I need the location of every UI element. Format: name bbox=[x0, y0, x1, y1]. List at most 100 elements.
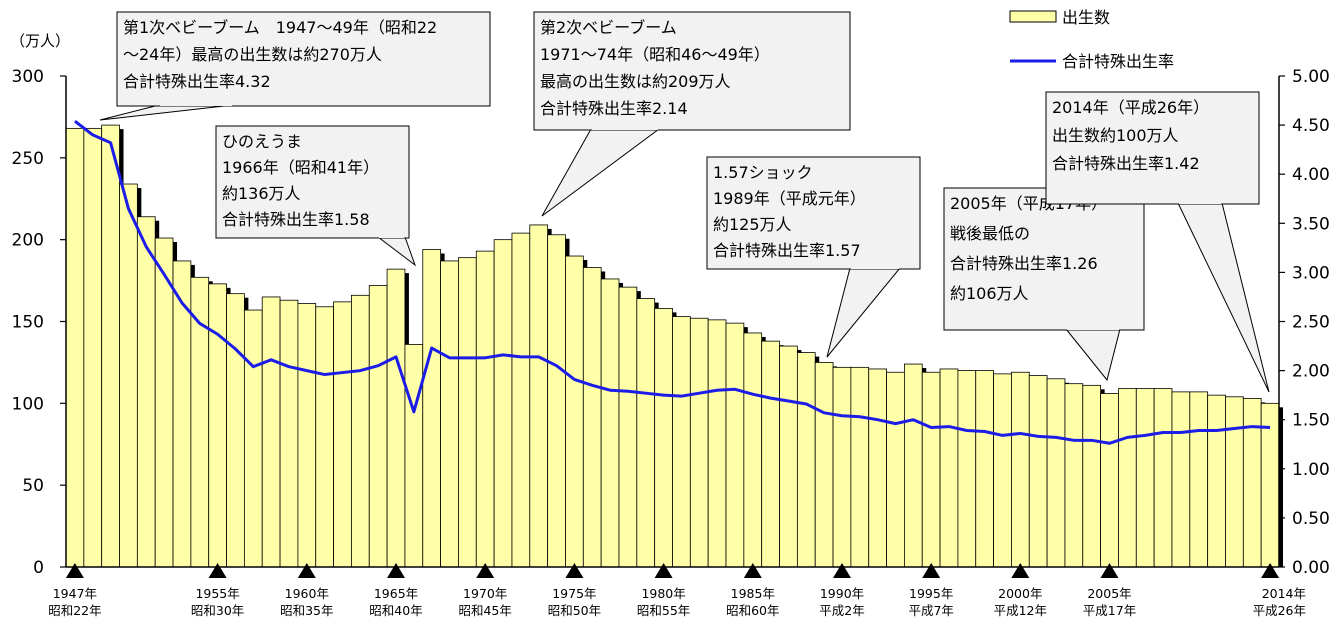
callout-text-line: ひのえうま bbox=[222, 132, 302, 151]
birth-bar-1995 bbox=[921, 371, 941, 568]
birth-bar-1993 bbox=[886, 371, 905, 568]
right-axis-tick-label: 3.50 bbox=[1292, 214, 1330, 234]
x-tick-marker bbox=[743, 563, 762, 578]
callout-pointer bbox=[826, 267, 902, 358]
right-axis-tick-label: 4.50 bbox=[1292, 116, 1330, 136]
right-axis-tick-label: 0.00 bbox=[1292, 558, 1330, 578]
x-tick-marker bbox=[833, 563, 851, 578]
birth-bar-2001 bbox=[1028, 375, 1048, 568]
x-tick-label-year: 1947年 bbox=[53, 586, 97, 601]
birth-bar-1997 bbox=[957, 370, 977, 568]
birth-bar-1979 bbox=[636, 298, 656, 568]
x-tick-label-year: 2014年 bbox=[1262, 586, 1306, 601]
callout-text-line: 1989年（平成元年） bbox=[713, 189, 866, 208]
birth-bar-1986 bbox=[761, 340, 780, 568]
birth-bar-1961 bbox=[315, 306, 334, 568]
fertility-line-layer bbox=[74, 119, 1271, 445]
right-axis-tick-label: 2.00 bbox=[1292, 362, 1330, 382]
x-tick-label-era: 平成7年 bbox=[908, 603, 953, 618]
callout-baby-boom-1: 第1次ベビーブーム 1947～49年（昭和22 ～24年）最高の出生数は約270万… bbox=[99, 11, 491, 121]
axes-layer: 0 50 100 150 200 250 300 0.00 0.50 1.00 1.50 2.00 2.… bbox=[12, 67, 1330, 578]
legend-bar-label: 出生数 bbox=[1062, 8, 1110, 27]
birth-bar-1998 bbox=[975, 370, 994, 568]
birth-bar-1957 bbox=[243, 309, 263, 568]
birth-bar-1978 bbox=[618, 286, 638, 568]
birth-bar-1965 bbox=[386, 268, 406, 568]
x-tick-label-era: 平成12年 bbox=[994, 603, 1047, 618]
callout-text-line: 戦後最低の bbox=[950, 224, 1030, 243]
birth-bar-1968 bbox=[440, 260, 459, 568]
callout-text-line: 第2次ベビーブーム bbox=[540, 18, 677, 37]
callout-text-line: 第1次ベビーブーム 1947～49年（昭和22 bbox=[123, 18, 437, 37]
birth-bar-2008 bbox=[1153, 388, 1173, 568]
birth-bar-1976 bbox=[582, 267, 602, 568]
x-tick-label-year: 2005年 bbox=[1087, 586, 1131, 601]
x-tick-label-year: 2000年 bbox=[998, 586, 1042, 601]
birth-bar-2009 bbox=[1171, 391, 1191, 568]
callout-box bbox=[215, 125, 410, 239]
left-axis-tick-label: 150 bbox=[12, 313, 44, 333]
legend: 出生数 合計特殊出生率 bbox=[1009, 8, 1174, 71]
bars-layer bbox=[65, 124, 1283, 568]
left-axis-tick-label: 50 bbox=[22, 476, 44, 496]
birth-bar-1962 bbox=[333, 301, 352, 568]
birth-bar-1983 bbox=[707, 319, 727, 568]
birth-bar-1966 bbox=[404, 344, 424, 568]
birth-bar-1989 bbox=[814, 362, 834, 568]
callout-text-line: 合計特殊出生率1.42 bbox=[1052, 154, 1200, 173]
callout-pointer bbox=[541, 128, 661, 217]
birth-bar-1952 bbox=[154, 237, 174, 568]
left-axis-tick-label: 250 bbox=[12, 149, 44, 169]
x-tick-marker bbox=[297, 563, 316, 578]
callout-text-line: 合計特殊出生率4.32 bbox=[123, 72, 271, 91]
x-tick-marker bbox=[1011, 563, 1030, 578]
right-axis-tick-label: 0.50 bbox=[1292, 509, 1330, 529]
x-tick-marker bbox=[565, 563, 584, 578]
callout-text-line: 2014年（平成26年） bbox=[1052, 98, 1209, 117]
birth-bar-1958 bbox=[261, 296, 281, 568]
birth-bar-2006 bbox=[1118, 388, 1137, 568]
left-axis-tick-label: 0 bbox=[33, 558, 44, 578]
right-axis-tick-label: 1.00 bbox=[1292, 460, 1330, 480]
callout-text-line: 約106万人 bbox=[950, 284, 1029, 303]
birth-bar-1950 bbox=[119, 183, 138, 568]
birth-bar-2005 bbox=[1100, 393, 1119, 568]
callout-pointer bbox=[1177, 202, 1270, 393]
birth-bar-1954 bbox=[190, 276, 210, 568]
birth-bar-1949 bbox=[101, 124, 120, 568]
callout-pointer bbox=[1064, 328, 1121, 382]
callout-text-line: 出生数約100万人 bbox=[1052, 126, 1179, 145]
birth-bar-1969 bbox=[458, 257, 477, 568]
fertility-rate-line bbox=[74, 119, 1271, 445]
callout-text-line: 合計特殊出生率1.57 bbox=[713, 241, 861, 260]
x-tick-label-year: 1965年 bbox=[374, 586, 418, 601]
birth-bar-1999 bbox=[993, 373, 1012, 568]
birth-bar-1971 bbox=[493, 239, 513, 568]
right-axis-tick-label: 2.50 bbox=[1292, 313, 1330, 333]
callout-text-line: 合計特殊出生率1.58 bbox=[222, 210, 370, 229]
right-axis-tick-label: 4.00 bbox=[1292, 165, 1330, 185]
right-axis-tick-label: 1.50 bbox=[1292, 411, 1330, 431]
left-axis-unit: （万人） bbox=[10, 32, 70, 50]
legend-bar-swatch bbox=[1009, 10, 1057, 23]
left-axis-tick-label: 200 bbox=[12, 231, 44, 251]
birth-bar-2002 bbox=[1046, 378, 1066, 568]
callout-text-line: 合計特殊出生率2.14 bbox=[540, 99, 688, 118]
left-axis-tick-label: 100 bbox=[12, 394, 44, 414]
x-tick-label-era: 昭和60年 bbox=[726, 603, 779, 618]
callout-pointer bbox=[99, 104, 234, 121]
x-tick-marker bbox=[922, 563, 941, 578]
x-tick-marker bbox=[654, 563, 673, 578]
x-tick-marker bbox=[1261, 563, 1280, 578]
x-tick-label-era: 昭和40年 bbox=[369, 603, 422, 618]
x-tick-label-era: 昭和50年 bbox=[548, 603, 601, 618]
birth-bar-1955 bbox=[208, 283, 227, 568]
birth-bar-1981 bbox=[672, 316, 691, 568]
birth-bar-2000 bbox=[1011, 371, 1030, 568]
x-tick-label-year: 1975年 bbox=[552, 586, 596, 601]
birth-bar-1970 bbox=[475, 250, 495, 568]
